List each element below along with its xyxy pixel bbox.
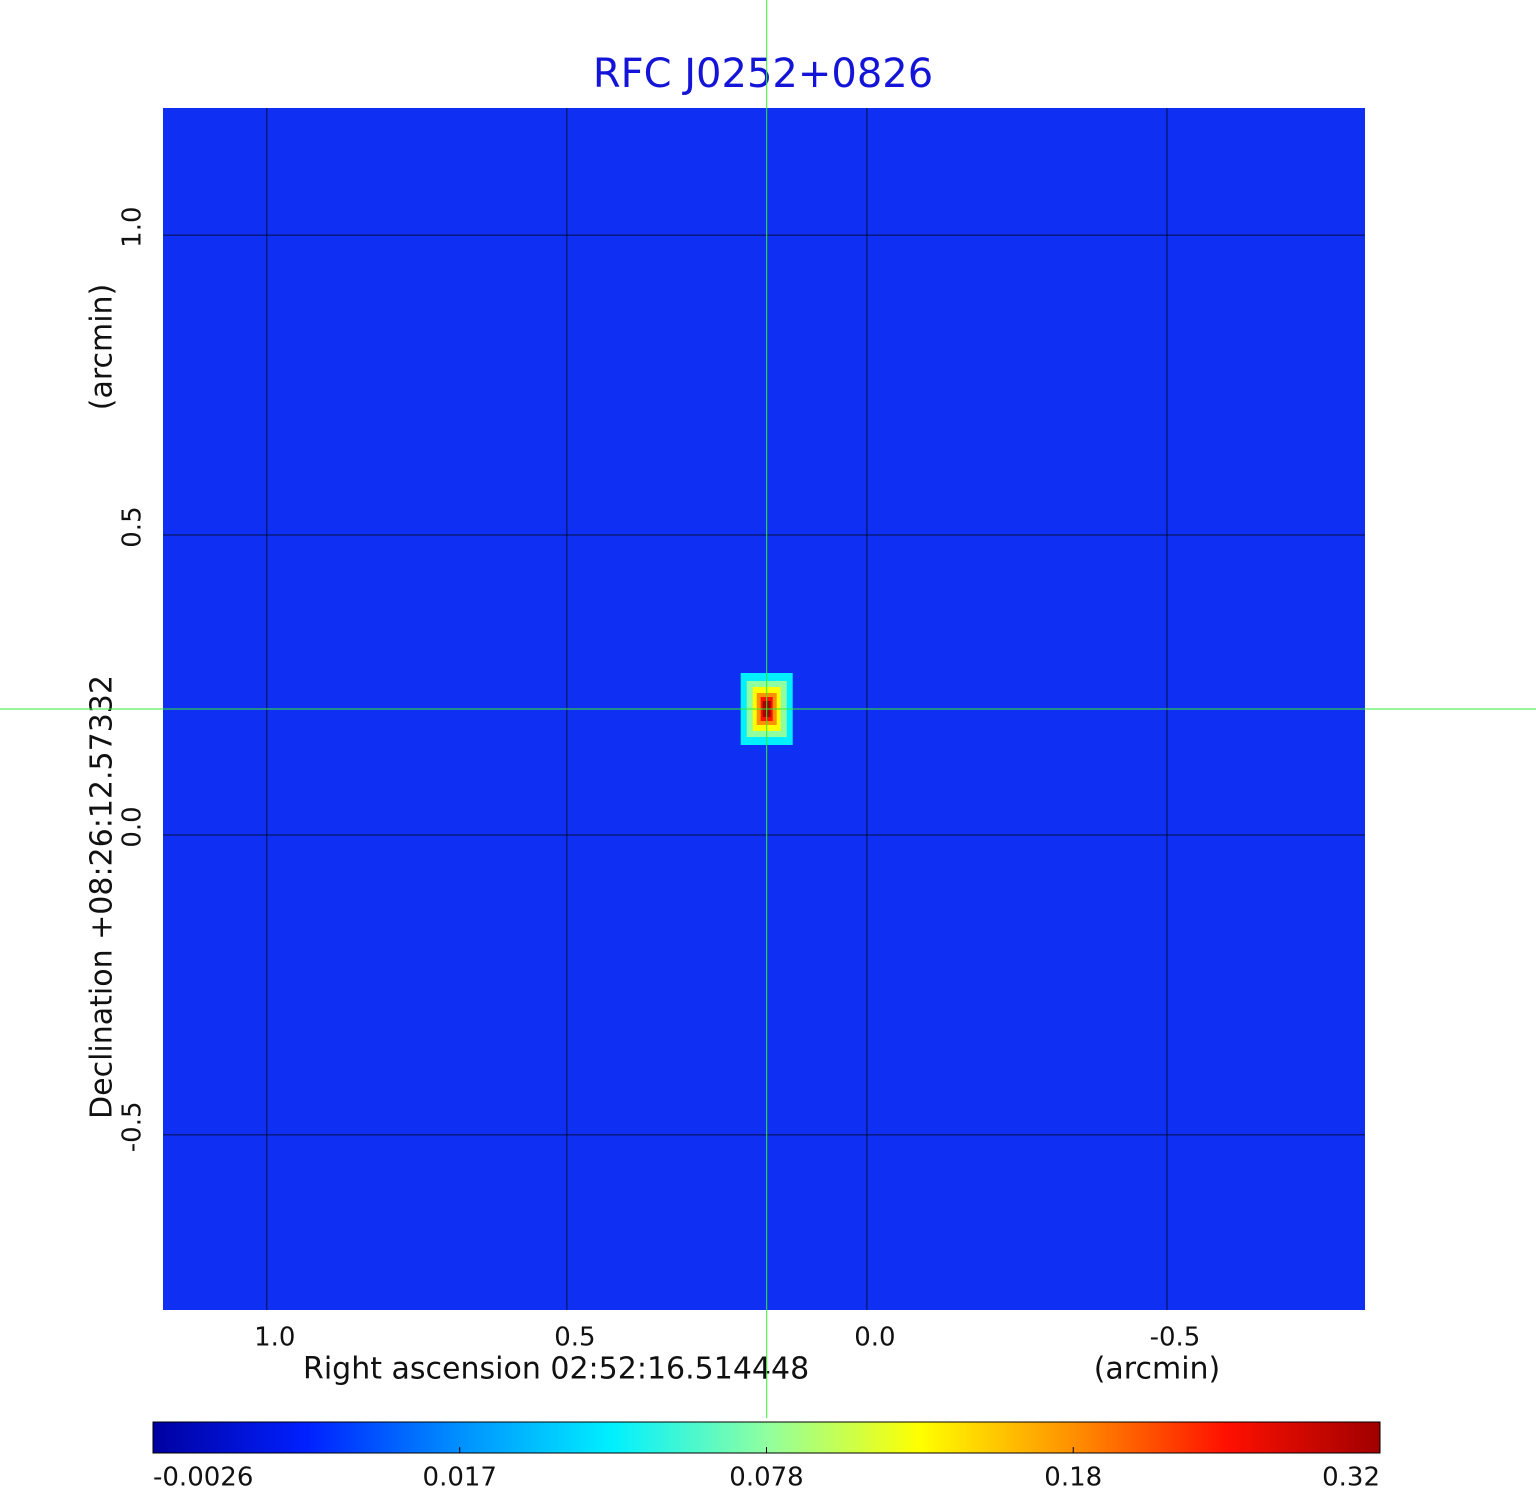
colorbar-tick-label: 0.32 — [1322, 1463, 1380, 1493]
x-tick-label: 0.5 — [554, 1323, 595, 1353]
y-tick-label: 1.0 — [118, 206, 148, 247]
colorbar-tick-label: -0.0026 — [153, 1463, 253, 1493]
x-axis-label: Right ascension 02:52:16.514448 — [303, 1352, 809, 1387]
y-axis-unit: (arcmin) — [85, 284, 120, 411]
x-tick-label: 0.0 — [854, 1323, 895, 1353]
colorbar-tick-label: 0.017 — [423, 1463, 497, 1493]
x-tick-label: -0.5 — [1150, 1323, 1201, 1353]
chart-title: RFC J0252+0826 — [593, 51, 933, 97]
y-tick-label: 0.0 — [118, 806, 148, 847]
y-axis-label: Declination +08:26:12.57332 — [85, 675, 120, 1119]
y-tick-label: -0.5 — [118, 1101, 148, 1152]
x-axis-unit: (arcmin) — [1094, 1352, 1221, 1387]
colorbar-tick-label: 0.18 — [1044, 1463, 1102, 1493]
y-tick-label: 0.5 — [118, 506, 148, 547]
colorbar-tick-label: 0.078 — [729, 1463, 803, 1493]
x-tick-label: 1.0 — [254, 1323, 295, 1353]
